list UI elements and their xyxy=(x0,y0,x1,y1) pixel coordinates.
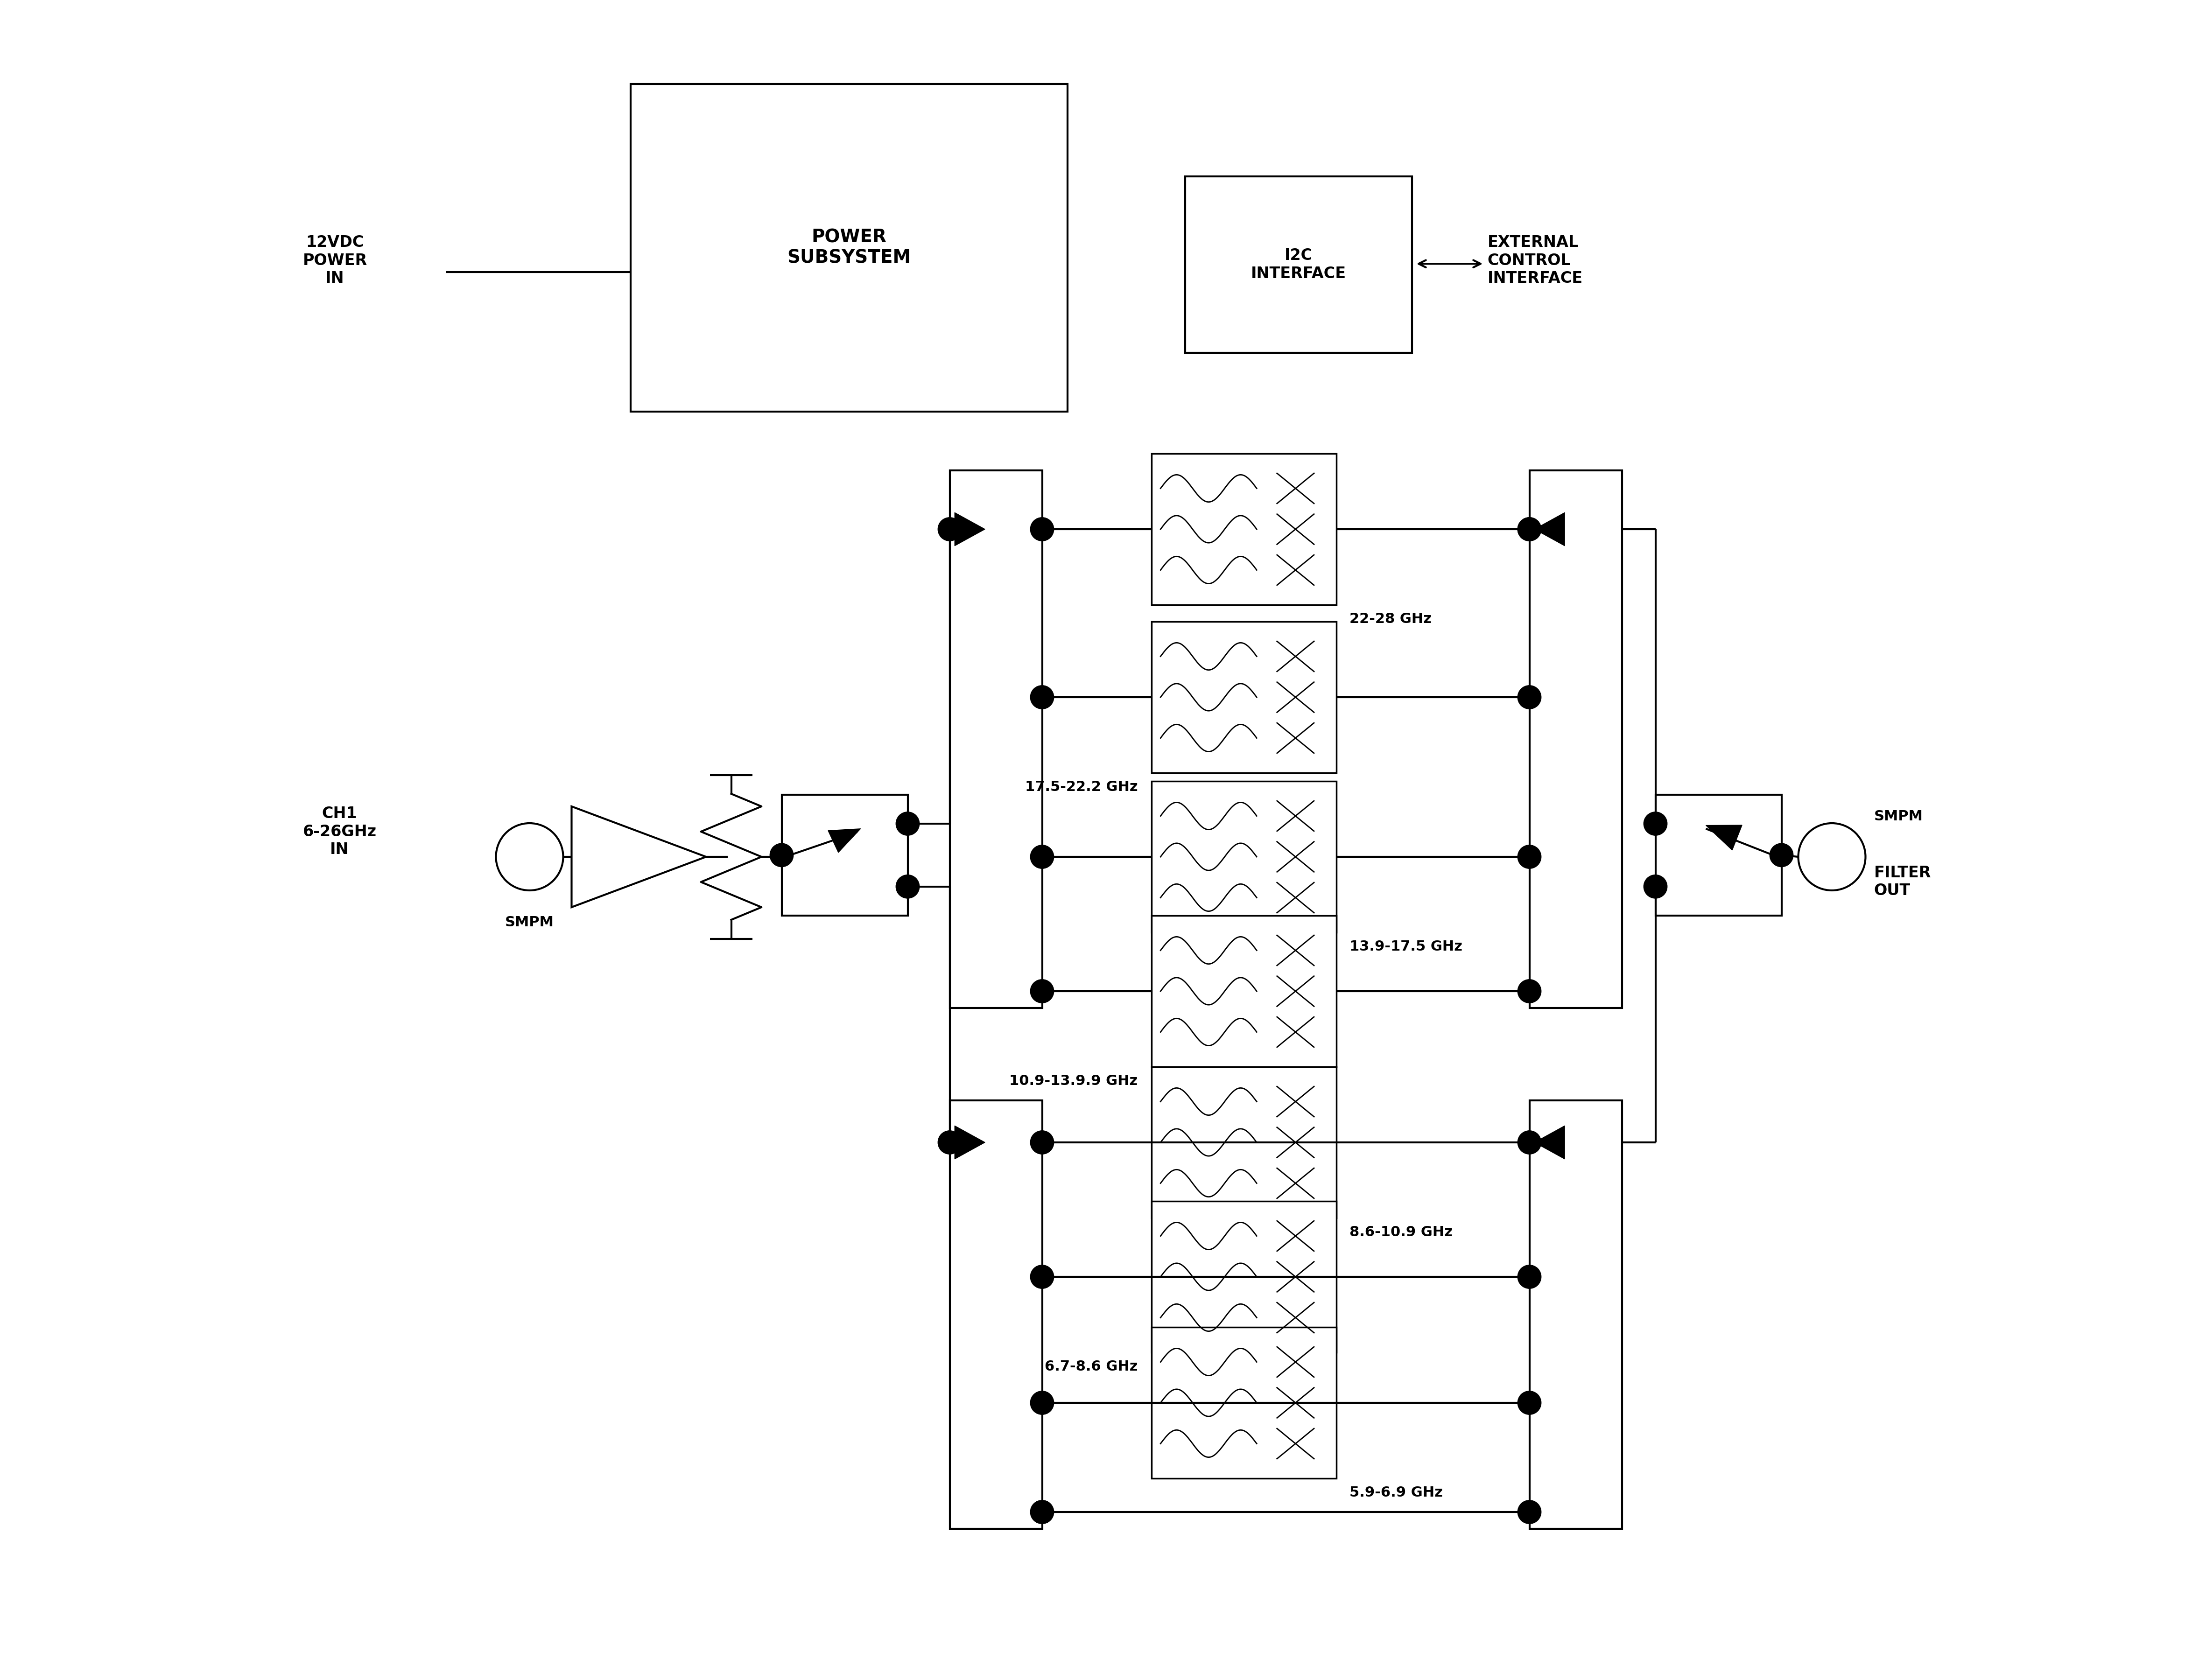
Circle shape xyxy=(1519,517,1540,541)
Polygon shape xyxy=(955,1126,985,1159)
Circle shape xyxy=(1519,1265,1540,1289)
Circle shape xyxy=(1031,1131,1053,1154)
Bar xyxy=(1151,622,1337,773)
Bar xyxy=(1151,781,1337,932)
Circle shape xyxy=(1519,845,1540,869)
Circle shape xyxy=(1519,1131,1540,1154)
Text: 5.9-6.9 GHz: 5.9-6.9 GHz xyxy=(1350,1485,1442,1500)
Circle shape xyxy=(769,843,793,867)
Circle shape xyxy=(937,1131,961,1154)
Bar xyxy=(1530,470,1621,1008)
Circle shape xyxy=(1031,685,1053,709)
Bar xyxy=(1530,1100,1621,1529)
Circle shape xyxy=(1519,1500,1540,1524)
Polygon shape xyxy=(1706,825,1741,850)
Text: 8.6-10.9 GHz: 8.6-10.9 GHz xyxy=(1350,1226,1453,1240)
Circle shape xyxy=(1031,1265,1053,1289)
Text: 12VDC
POWER
IN: 12VDC POWER IN xyxy=(304,235,367,286)
Circle shape xyxy=(1031,517,1053,541)
Bar xyxy=(1184,176,1412,353)
Circle shape xyxy=(1031,845,1053,869)
Text: SMPM: SMPM xyxy=(1875,810,1923,823)
Text: 13.9-17.5 GHz: 13.9-17.5 GHz xyxy=(1350,941,1462,954)
Bar xyxy=(1151,1067,1337,1218)
Bar xyxy=(1151,1201,1337,1352)
Circle shape xyxy=(1519,979,1540,1003)
Text: I2C
INTERFACE: I2C INTERFACE xyxy=(1250,249,1346,281)
Polygon shape xyxy=(1534,512,1564,546)
Circle shape xyxy=(1519,685,1540,709)
Bar xyxy=(950,1100,1042,1529)
Bar xyxy=(1151,1327,1337,1478)
Polygon shape xyxy=(828,828,861,852)
Polygon shape xyxy=(1534,1126,1564,1159)
Text: POWER
SUBSYSTEM: POWER SUBSYSTEM xyxy=(787,228,911,267)
Text: 22-28 GHz: 22-28 GHz xyxy=(1350,612,1431,627)
Text: EXTERNAL
CONTROL
INTERFACE: EXTERNAL CONTROL INTERFACE xyxy=(1488,235,1582,286)
Polygon shape xyxy=(955,512,985,546)
Bar xyxy=(1656,795,1781,916)
Circle shape xyxy=(1643,811,1667,835)
Circle shape xyxy=(1031,979,1053,1003)
Circle shape xyxy=(1519,1391,1540,1415)
Text: 17.5-22.2 GHz: 17.5-22.2 GHz xyxy=(1025,780,1138,795)
Circle shape xyxy=(896,875,920,899)
Bar xyxy=(1151,454,1337,605)
Circle shape xyxy=(1031,1391,1053,1415)
Bar xyxy=(782,795,907,916)
Circle shape xyxy=(1643,875,1667,899)
Text: CH1
6-26GHz
IN: CH1 6-26GHz IN xyxy=(304,806,376,857)
Text: FILTER
OUT: FILTER OUT xyxy=(1875,865,1932,899)
Text: 10.9-13.9.9 GHz: 10.9-13.9.9 GHz xyxy=(1009,1075,1138,1089)
Circle shape xyxy=(1031,1500,1053,1524)
Circle shape xyxy=(1519,517,1540,541)
Circle shape xyxy=(896,811,920,835)
Bar xyxy=(950,470,1042,1008)
Text: SMPM: SMPM xyxy=(505,916,555,929)
Circle shape xyxy=(937,517,961,541)
Text: 6.7-8.6 GHz: 6.7-8.6 GHz xyxy=(1044,1361,1138,1374)
Bar xyxy=(1151,916,1337,1067)
Bar xyxy=(631,84,1066,412)
Circle shape xyxy=(1770,843,1794,867)
